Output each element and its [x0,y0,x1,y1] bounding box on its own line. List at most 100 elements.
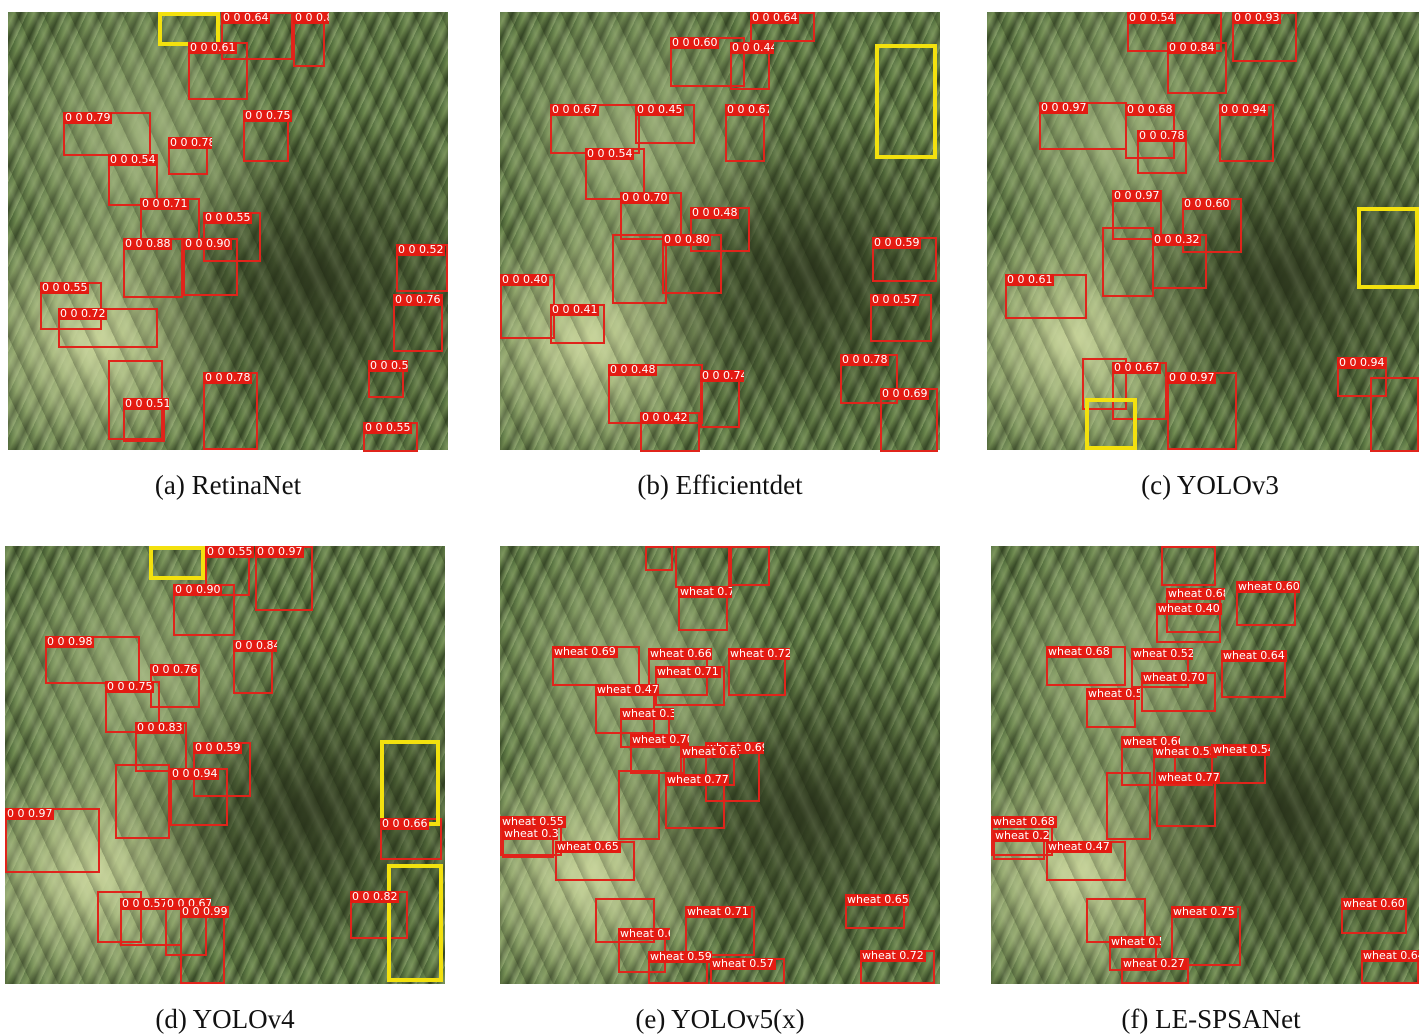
detection-box [1102,227,1154,297]
detection-label: 0 0 0.69 [880,388,930,400]
detection-label: 0 0 0.55 [203,212,253,224]
detection-label: 0 0 0.61 [188,42,238,54]
detection-box [675,546,730,588]
caption-c: (c) YOLOv3 [1141,470,1279,500]
highlight-box [387,864,443,982]
detection-label: 0 0 0.59 [193,742,243,754]
detection-label: 0 0 0.59 [872,237,922,249]
detection-label: 0 0 0.57 [870,294,920,306]
detection-label: 0 0 0.42 [640,412,690,424]
detection-label: wheat 0.70 [630,734,689,746]
detection-label: 0 0 0.55 [363,422,413,434]
detection-box [618,770,660,840]
detection-label: 0 0 0.87 [293,12,329,24]
detection-label: wheat 0.40 [1156,603,1222,615]
detection-box [645,546,673,571]
detection-label: 0 0 0.97 [1039,102,1089,114]
detection-box [612,234,667,304]
detection-label: wheat 0.72 [728,648,790,660]
detection-label: 0 0 0.97 [1167,372,1217,384]
panel-le-spsanet: wheat 0.60 wheat 0.68 wheat 0.40 wheat 0.68… [991,546,1419,984]
detection-label: wheat 0.64 [1361,950,1419,962]
detection-label: 0 0 0.71 [140,198,190,210]
detection-label: 0 0 0.55 [205,546,254,558]
detection-label: 0 0 0.84 [1167,42,1217,54]
highlight-box [1085,398,1137,450]
detection-box [1161,546,1216,586]
detection-label: wheat 0.55 [1153,746,1217,758]
detection-label: wheat 0.71 [655,666,721,678]
detection-label: wheat 0.68 [991,816,1057,828]
detection-label: wheat 0.60 [1236,581,1300,593]
detection-label: 0 0 0.98 [45,636,95,648]
detection-label: 0 0 0.80 [662,234,712,246]
detection-label: wheat 0.72 [860,950,926,962]
caption-e: (e) YOLOv5(x) [635,1004,805,1034]
detection-box [730,546,770,586]
detection-label: wheat 0.57 [710,958,776,970]
detection-label: wheat 0.68 [1166,588,1225,600]
detection-label: wheat 0.29 [993,830,1049,842]
highlight-box [380,740,440,826]
detection-label: 0 0 0.76 [150,664,200,676]
detection-label: wheat 0.65 [845,894,909,906]
detection-label: 0 0 0.67 [725,104,769,116]
detection-label: 0 0 0.67 [550,104,600,116]
detection-label: 0 0 0.94 [1337,357,1387,369]
detection-label: 0 0 0.94 [170,768,220,780]
detection-label: 0 0 0.75 [243,110,293,122]
detection-label: 0 0 0.54 [585,148,635,160]
detection-label: wheat 0.47 [1046,841,1112,853]
detection-label: 0 0 0.55 [40,282,90,294]
caption-a: (a) RetinaNet [154,470,302,500]
detection-label: 0 0 0.84 [233,640,277,652]
detection-label: 0 0 0.55 [368,360,408,372]
detection-label: 0 0 0.78 [203,372,253,384]
detection-label: wheat 0.72 [678,586,732,598]
detection-label: wheat 0.75 [1171,906,1237,918]
caption-b: (b) Efficientdet [637,470,803,500]
detection-label: wheat 0.54 [1211,744,1270,756]
detection-label: 0 0 0.54 [1127,12,1177,24]
detection-label: wheat 0.77 [1156,772,1220,784]
detection-label: wheat 0.60 [1341,898,1407,910]
detection-label: wheat 0.47 [595,684,659,696]
detection-label: 0 0 0.70 [620,192,670,204]
detection-label: 0 0 0.61 [1005,274,1055,286]
detection-label: 0 0 0.68 [1125,104,1175,116]
detection-label: 0 0 0.78 [1137,130,1187,142]
detection-label: 0 0 0.51 [123,398,169,410]
detection-label: 0 0 0.97 [1112,190,1162,202]
detection-label: wheat 0.52 [1131,648,1193,660]
highlight-box [875,44,937,159]
caption-f: (f) LE-SPSANet [1121,1004,1301,1034]
detection-label: 0 0 0.72 [58,308,108,320]
detection-label: 0 0 0.74 [700,370,744,382]
detection-label: wheat 0.59 [648,951,712,963]
detection-box [97,891,142,943]
detection-label: 0 0 0.78 [168,137,212,149]
detection-label: 0 0 0.88 [123,238,173,250]
detection-box [1082,358,1127,410]
detection-box [115,764,170,839]
highlight-box [1357,207,1419,289]
detection-box [595,898,655,943]
detection-label: 0 0 0.64 [221,12,271,24]
detection-label: wheat 0.61 [680,746,739,758]
detection-label: 0 0 0.90 [183,238,233,250]
detection-label: 0 0 0.82 [350,891,400,903]
detection-label: 0 0 0.41 [550,304,600,316]
detection-label: 0 0 0.79 [63,112,113,124]
detection-label: 0 0 0.83 [135,722,185,734]
detection-label: 0 0 0.67 [1112,362,1162,374]
detection-label: wheat 0.55 [500,816,566,828]
panel-efficientdet: 0 0 0.64 0 0 0.60 0 0 0.44 0 0 0.67 0 0 0.45… [500,12,940,452]
detection-label: wheat 0.66 [648,648,712,660]
detection-label: wheat 0.52 [1109,936,1161,948]
detection-label: wheat 0.71 [685,906,751,918]
detection-label: 0 0 0.93 [1232,12,1282,24]
detection-box [58,308,158,348]
detection-label: wheat 0.68 [1046,646,1112,658]
highlight-box [158,12,220,46]
panel-yolov5x: wheat 0.72 wheat 0.69 wheat 0.66 wheat 0.72… [500,546,940,984]
